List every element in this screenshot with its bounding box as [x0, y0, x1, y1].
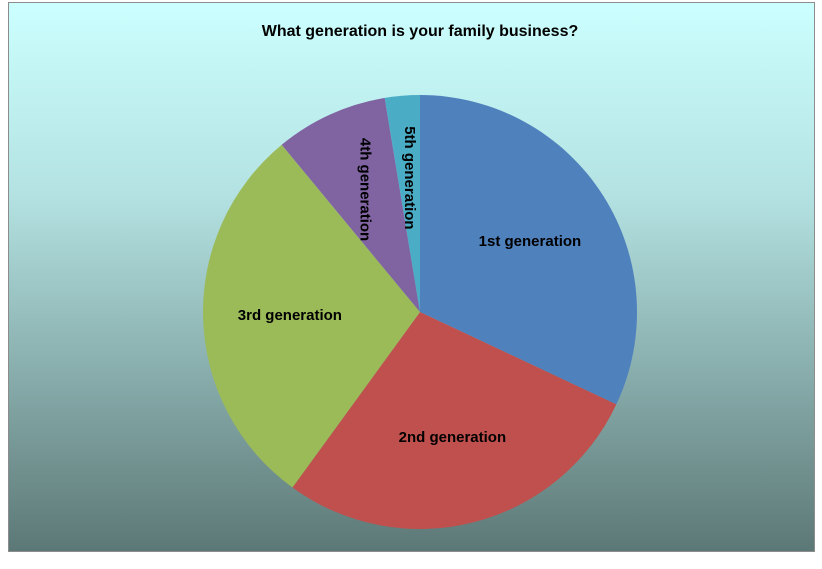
- pie: 1st generation 2nd generation 3rd generati…: [202, 94, 638, 530]
- slice-label: 2nd generation: [399, 429, 507, 446]
- slice-label: 4th generation: [356, 138, 373, 241]
- pie-slice: [384, 95, 420, 312]
- slice-label: 1st generation: [479, 233, 582, 250]
- slice-label: 3rd generation: [238, 307, 342, 324]
- pie-slice: [292, 312, 617, 530]
- pie-slice: [420, 94, 638, 405]
- pie-slice: [202, 144, 420, 488]
- pie-slice: [281, 97, 420, 312]
- chart-title: What generation is your family business?: [262, 23, 579, 40]
- slice-label: 5th generation: [401, 126, 418, 229]
